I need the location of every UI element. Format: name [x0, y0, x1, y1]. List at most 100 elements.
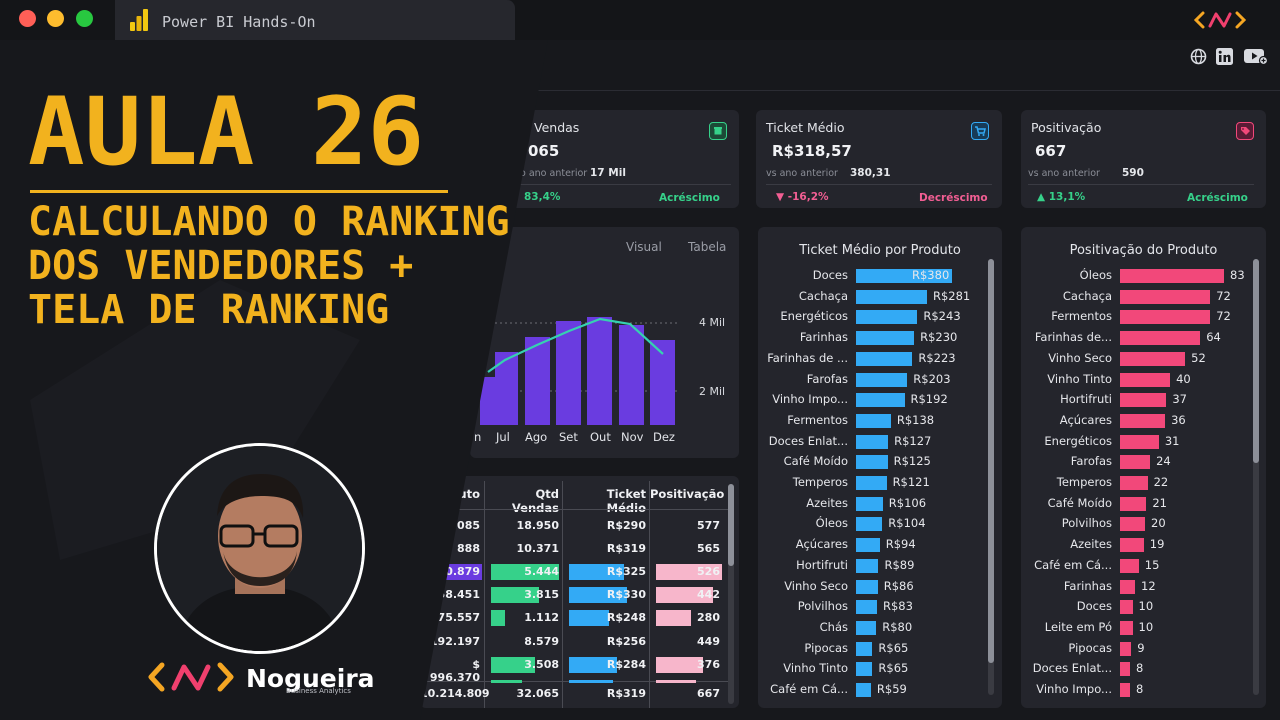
linkedin-icon[interactable] [1216, 48, 1233, 65]
table-cell: R$248 [606, 611, 646, 624]
youtube-icon[interactable] [1244, 48, 1268, 65]
bar-category-label: Temperos [1056, 475, 1112, 489]
bar-value-label: R$80 [882, 619, 913, 634]
bar-category-label: Farinhas [799, 330, 848, 345]
x-tick-label: Dez [653, 430, 675, 444]
table-scrollbar-thumb[interactable] [728, 484, 734, 566]
bar-mark [856, 538, 880, 553]
databar-positivacao [656, 680, 696, 683]
bar-category-label: Café em Cá... [770, 682, 848, 696]
table-cell: $ 996.370 [429, 658, 480, 684]
bar-category-label: Pipocas [1068, 640, 1112, 655]
table-cell: 376 [697, 658, 720, 671]
chart-scrollbar-thumb[interactable] [1253, 259, 1259, 463]
kpi-title: Ticket Médio [766, 120, 845, 135]
bar-mark [856, 269, 952, 283]
bar-value-label: 24 [1156, 454, 1171, 469]
bar-value-label: 12 [1141, 578, 1156, 593]
bar-value-label: 72 [1216, 288, 1231, 303]
kpi-value: R$318,57 [772, 142, 852, 160]
bar-value-label: R$104 [888, 516, 926, 531]
bar-value-label: R$223 [918, 350, 956, 365]
bar-category-label: Vinho Impo... [1036, 682, 1112, 696]
table-cell: R$330 [606, 588, 646, 601]
table-cell: 192.197 [429, 635, 480, 648]
databar-quantity [491, 657, 535, 673]
bar-category-label: Farinhas de ... [767, 350, 848, 365]
table-cell: 275.557 [429, 611, 480, 624]
x-tick-label: Set [559, 430, 578, 444]
bar-mark [856, 579, 878, 594]
y-tick-label: 4 Mil [699, 316, 726, 329]
databar-quantity [491, 610, 505, 626]
bar-month [525, 337, 550, 425]
chart-scrollbar-thumb[interactable] [988, 259, 994, 663]
y-tick-label: 2 Mil [699, 385, 726, 398]
tag-icon [1236, 122, 1254, 140]
toggle-tabela[interactable]: Tabela [688, 240, 727, 254]
close-window-button[interactable] [19, 10, 36, 27]
bar-category-label: Polvilhos [797, 599, 848, 614]
panel-title: Positivação do Produto [1069, 243, 1218, 258]
table-cell: 526 [697, 565, 720, 578]
bar-value-label: R$127 [894, 433, 932, 448]
bar-value-label: 20 [1151, 516, 1166, 531]
bar-mark [856, 600, 877, 615]
kpi-divider [1028, 184, 1254, 185]
bar-month [587, 317, 612, 425]
bar-value-label: R$380 [912, 268, 950, 282]
table-total-cell: 32.065 [516, 687, 559, 700]
table-cell: 5.444 [524, 565, 559, 578]
bar-category-label: Energéticos [780, 309, 848, 324]
table-cell: 3.815 [524, 588, 559, 601]
bar-value-label: R$125 [893, 454, 931, 469]
bar-value-label: R$65 [878, 640, 909, 655]
databar-positivacao [656, 610, 691, 626]
table-scrollbar[interactable] [728, 484, 734, 704]
table-header: Positivação [650, 487, 725, 501]
bar-value-label: R$192 [910, 392, 948, 407]
databar-ticket [569, 680, 613, 683]
lesson-headline: AULA 26 [28, 78, 425, 187]
kpi-status: Decréscimo [919, 192, 988, 204]
bar-value-label: R$94 [885, 537, 916, 552]
bar-mark [856, 620, 877, 635]
toggle-visual[interactable]: Visual [626, 240, 662, 254]
table-total-cell: 667 [697, 687, 720, 700]
bar-mark [1120, 641, 1132, 656]
bar-mark [1120, 683, 1131, 697]
bar-category-label: Açúcares [1059, 412, 1112, 427]
bar-value-label: R$121 [892, 475, 930, 489]
cart-icon [971, 122, 989, 140]
kpi-card-vendas: Vendas 065 o ano anterior 17 Mil 83,4% A… [500, 110, 739, 208]
bar-value-label: 52 [1191, 350, 1206, 365]
bar-mark [1120, 289, 1211, 304]
bar-mark [1120, 496, 1147, 511]
bar-mark [856, 558, 879, 573]
x-tick-label: Jul [496, 430, 510, 444]
chart-scrollbar[interactable] [1253, 259, 1259, 695]
bar-category-label: Óleos [815, 516, 848, 531]
bar-value-label: 64 [1206, 330, 1221, 345]
bar-value-label: R$89 [884, 557, 915, 572]
dashboard-divider [420, 90, 1280, 91]
bar-value-label: 37 [1172, 392, 1187, 407]
bar-mark [1120, 620, 1133, 635]
bar-category-label: Fermentos [787, 412, 848, 427]
kpi-title: Positivação [1031, 120, 1102, 135]
databar-ticket [569, 610, 609, 626]
bar-category-label: Vinho Tinto [1047, 371, 1112, 386]
globe-icon[interactable] [1190, 48, 1207, 65]
databar-quantity [491, 680, 522, 683]
kpi-status: Acréscimo [659, 192, 720, 204]
bar-category-label: Doces [812, 268, 848, 282]
databar-positivacao [656, 564, 722, 580]
maximize-window-button[interactable] [76, 10, 93, 27]
bar-value-label: R$230 [920, 330, 958, 345]
window-tab[interactable] [115, 0, 515, 40]
bar-mark [856, 393, 905, 408]
bar-category-label: Farofas [806, 371, 848, 386]
bar-category-label: Açúcares [795, 537, 848, 552]
bar-mark [856, 351, 913, 366]
minimize-window-button[interactable] [47, 10, 64, 27]
